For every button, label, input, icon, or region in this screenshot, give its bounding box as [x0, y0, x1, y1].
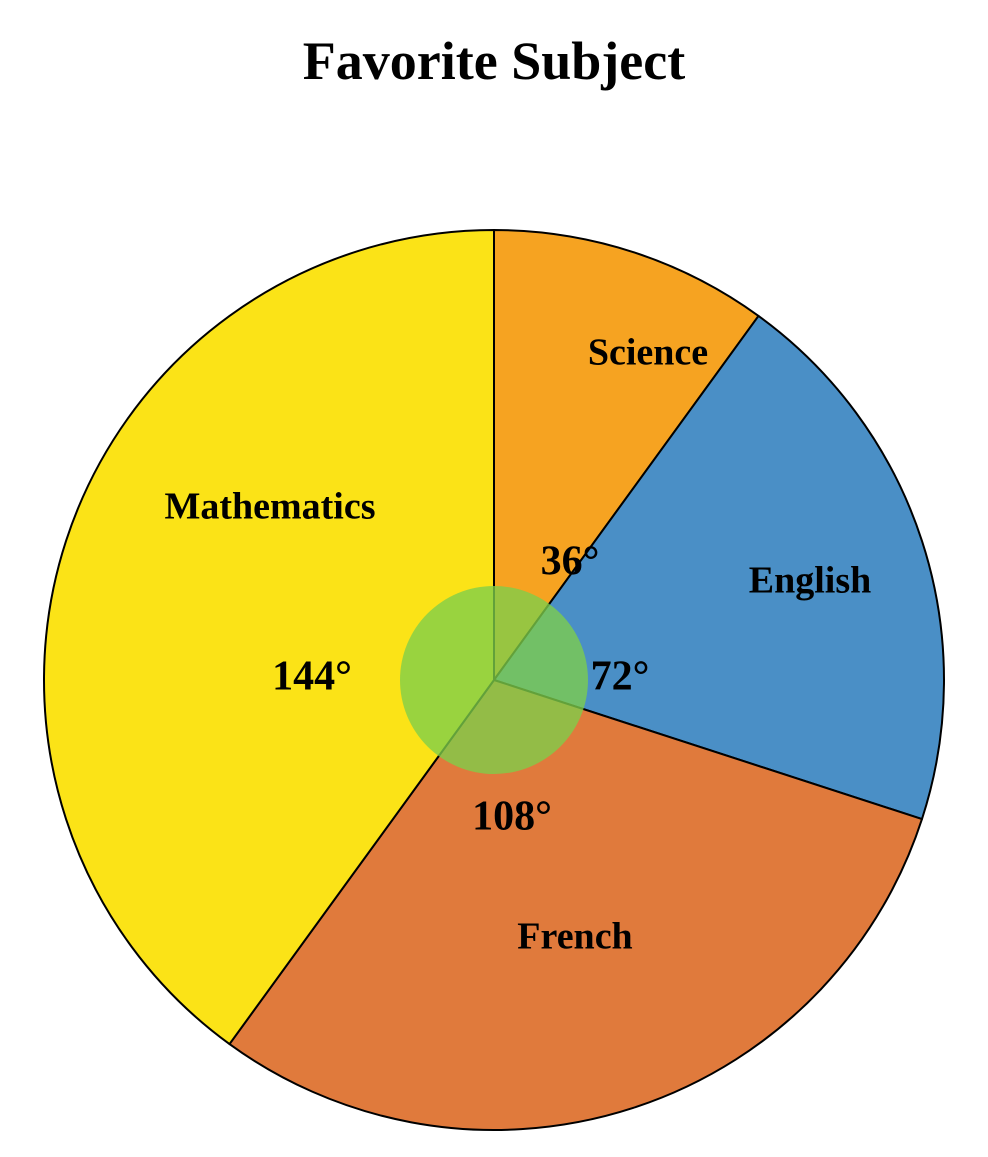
chart-container: Favorite Subject Science36°English72°Fre… [0, 0, 988, 1157]
slice-label: Mathematics [164, 486, 375, 528]
slice-angle-label: 36° [541, 539, 600, 585]
slice-label: French [517, 916, 632, 958]
center-circle [400, 586, 588, 774]
slice-angle-label: 108° [472, 794, 552, 840]
slice-angle-label: 72° [591, 654, 650, 700]
slice-label: Science [588, 332, 708, 374]
pie-chart: Science 36° English 72° French 108° Mathematic… [0, 0, 988, 1157]
slice-angle-label: 144° [272, 654, 352, 700]
slice-label: English [749, 560, 872, 602]
